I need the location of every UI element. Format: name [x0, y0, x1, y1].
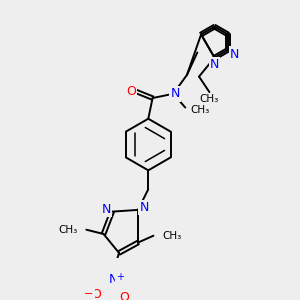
- Text: N: N: [109, 273, 119, 286]
- Text: N: N: [230, 48, 239, 61]
- Text: O: O: [126, 85, 136, 98]
- Text: CH₃: CH₃: [58, 225, 78, 235]
- Text: CH₃: CH₃: [162, 231, 181, 241]
- Text: N: N: [101, 202, 111, 215]
- Text: N: N: [210, 58, 219, 71]
- Text: CH₃: CH₃: [190, 105, 210, 115]
- Text: O: O: [119, 291, 129, 300]
- Text: N: N: [170, 87, 180, 100]
- Text: −: −: [84, 289, 94, 299]
- Text: N: N: [139, 201, 149, 214]
- Text: CH₃: CH₃: [200, 94, 219, 104]
- Text: O: O: [91, 288, 101, 300]
- Text: +: +: [116, 272, 124, 282]
